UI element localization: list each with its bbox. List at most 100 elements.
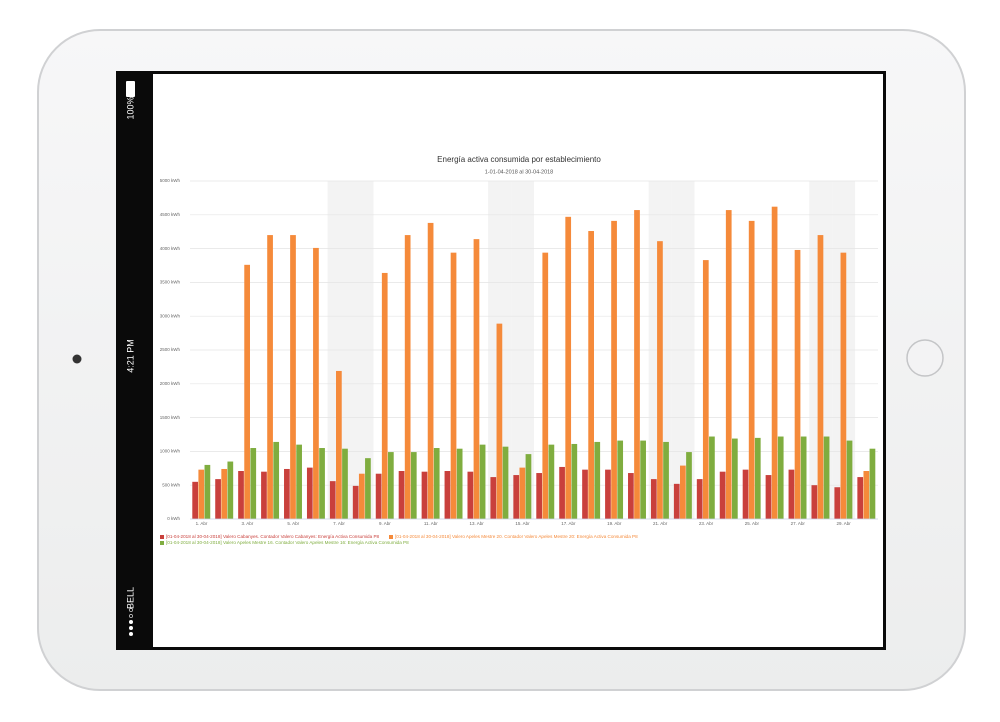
x-tick-label: 15. Abr bbox=[515, 521, 530, 526]
bar bbox=[290, 235, 296, 519]
bar bbox=[284, 468, 290, 519]
battery: 100% bbox=[125, 96, 135, 119]
bar bbox=[513, 475, 520, 519]
bar bbox=[686, 452, 692, 519]
bar bbox=[238, 471, 244, 519]
bar bbox=[519, 467, 526, 519]
bar bbox=[680, 465, 686, 519]
bar bbox=[365, 458, 371, 519]
bar bbox=[582, 469, 588, 519]
bar bbox=[319, 448, 325, 519]
y-tick-label: 3500 kWh bbox=[160, 280, 181, 285]
bar bbox=[771, 206, 778, 520]
bar bbox=[800, 436, 807, 519]
battery-icon bbox=[126, 81, 135, 97]
bar bbox=[313, 247, 319, 519]
carrier: BELL bbox=[125, 587, 135, 609]
bar bbox=[387, 452, 394, 519]
x-tick-label: 27. Abr bbox=[791, 521, 806, 526]
camera bbox=[72, 354, 82, 364]
x-tick-label: 19. Abr bbox=[607, 521, 622, 526]
x-tick-label: 5. Abr bbox=[287, 521, 299, 526]
bar bbox=[192, 481, 199, 519]
bar bbox=[329, 481, 336, 519]
bar bbox=[502, 446, 509, 519]
bar bbox=[559, 466, 565, 519]
y-tick-label: 2000 kWh bbox=[160, 381, 181, 386]
bar bbox=[748, 220, 755, 519]
bar bbox=[840, 252, 847, 519]
x-tick-label: 7. Abr bbox=[333, 521, 345, 526]
legend-label: [01-04-2018 al 30-04-2018] Valero Apeles… bbox=[166, 540, 409, 545]
legend-swatch bbox=[160, 541, 164, 545]
bar bbox=[846, 440, 853, 519]
bar bbox=[352, 485, 359, 519]
bar bbox=[650, 479, 657, 519]
x-tick-label: 21. Abr bbox=[653, 521, 668, 526]
y-tick-label: 500 kWh bbox=[162, 482, 180, 487]
y-tick-label: 1000 kWh bbox=[160, 449, 181, 454]
bar bbox=[336, 370, 342, 519]
bar bbox=[702, 260, 709, 519]
bar bbox=[536, 473, 543, 519]
bar bbox=[565, 216, 572, 519]
bar bbox=[375, 473, 382, 519]
bar bbox=[673, 483, 680, 519]
bar bbox=[227, 461, 234, 519]
bar bbox=[404, 235, 411, 519]
y-tick-label: 4000 kWh bbox=[160, 246, 181, 251]
bar bbox=[588, 231, 594, 520]
bar bbox=[794, 249, 801, 519]
bar bbox=[594, 441, 601, 519]
x-tick-label: 29. Abr bbox=[836, 521, 851, 526]
bar bbox=[823, 436, 830, 519]
bar bbox=[542, 252, 549, 519]
bar bbox=[657, 241, 663, 519]
bar bbox=[427, 222, 434, 520]
bar bbox=[215, 479, 221, 519]
bar bbox=[204, 464, 211, 519]
bar bbox=[358, 473, 365, 519]
bar bbox=[267, 235, 273, 519]
legend-swatch bbox=[389, 535, 393, 539]
bar bbox=[433, 448, 440, 519]
bar bbox=[250, 448, 257, 519]
bar bbox=[605, 469, 611, 519]
bar bbox=[490, 477, 497, 519]
bar bbox=[450, 252, 457, 519]
bar bbox=[834, 487, 841, 519]
chart-title: Energía activa consumida por establecimi… bbox=[437, 155, 601, 164]
bar bbox=[617, 440, 624, 519]
x-tick-label: 25. Abr bbox=[745, 521, 760, 526]
bar bbox=[817, 235, 824, 519]
y-tick-label: 5000 kWh bbox=[160, 178, 181, 183]
bar bbox=[381, 272, 388, 519]
home-button[interactable] bbox=[906, 339, 944, 377]
bar bbox=[788, 469, 795, 519]
bar bbox=[421, 471, 428, 519]
x-tick-label: 23. Abr bbox=[699, 521, 714, 526]
bar bbox=[261, 471, 267, 519]
bar bbox=[342, 448, 348, 519]
bar bbox=[754, 437, 761, 519]
bar bbox=[731, 438, 738, 519]
chart-subtitle: 1-01-04-2018 al 30-04-2018 bbox=[485, 169, 554, 175]
bar bbox=[634, 210, 640, 519]
x-tick-label: 3. Abr bbox=[241, 521, 253, 526]
bar bbox=[398, 471, 405, 519]
bar bbox=[306, 467, 313, 519]
legend-label: [01-04-2018 al 30-04-2018] Valero Apeles… bbox=[395, 534, 638, 539]
y-tick-label: 1500 kWh bbox=[160, 415, 181, 420]
bar bbox=[456, 448, 463, 519]
bar bbox=[611, 220, 617, 519]
bar bbox=[410, 452, 417, 519]
x-tick-label: 17. Abr bbox=[561, 521, 576, 526]
legend-swatch bbox=[160, 535, 164, 539]
x-tick-label: 11. Abr bbox=[424, 521, 438, 526]
y-tick-label: 4500 kWh bbox=[160, 212, 181, 217]
bar bbox=[857, 477, 864, 519]
bar bbox=[663, 441, 669, 519]
signal-dots bbox=[129, 608, 133, 636]
bar bbox=[473, 239, 480, 520]
